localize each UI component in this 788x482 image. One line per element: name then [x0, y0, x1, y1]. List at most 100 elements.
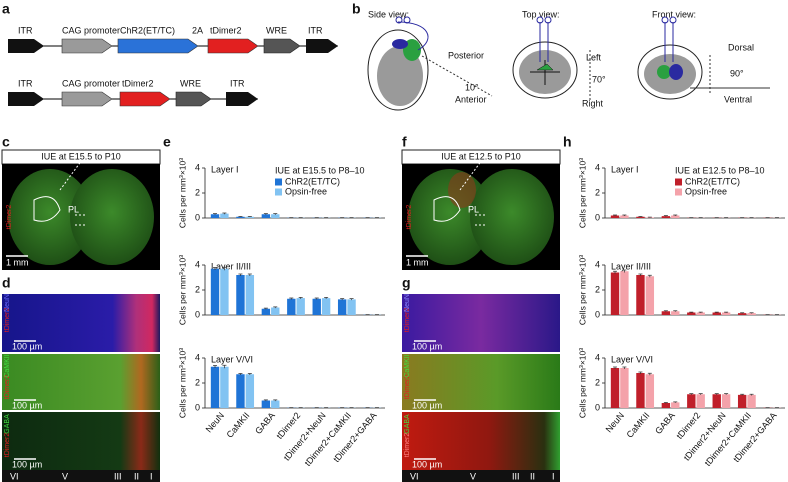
bar	[721, 394, 731, 408]
layer-bar	[402, 470, 560, 482]
bar	[645, 374, 655, 408]
bar	[220, 213, 229, 218]
panel-letter: a	[2, 1, 10, 17]
midline	[530, 60, 560, 85]
view-label: Left	[586, 52, 602, 62]
bar	[271, 400, 280, 408]
panel-a: a ITR CAG promoter ChR2(ET/TC) 2A tDimer…	[2, 1, 338, 107]
y-tick-label: 4	[195, 162, 200, 172]
bar	[747, 394, 756, 408]
bar	[696, 394, 705, 408]
header: IUE at E12.5 to P10	[441, 151, 521, 161]
bar	[287, 298, 296, 315]
bar	[610, 215, 620, 218]
bar	[636, 373, 645, 408]
bar	[245, 216, 255, 218]
y-axis-label: Cells per mm³×10³	[177, 158, 187, 228]
error-bar	[222, 266, 227, 271]
legend-swatch	[675, 178, 682, 186]
itr-arrow	[226, 92, 258, 106]
y-tick-label: 0	[595, 402, 600, 412]
bar	[687, 394, 696, 408]
image-strip	[402, 412, 560, 470]
tdimer-arrow	[119, 91, 171, 107]
bar	[236, 216, 245, 218]
error-bar	[740, 393, 745, 396]
bar	[620, 368, 629, 408]
electrode	[544, 16, 552, 24]
y-tick-label: 2	[595, 187, 600, 197]
electrode	[395, 16, 403, 24]
tissue	[8, 169, 92, 265]
tdimer-arrow	[207, 38, 259, 54]
error-bar	[613, 214, 618, 216]
panel-b: b Side view: Posterior 10° Anterior Top …	[352, 1, 770, 111]
bar	[620, 215, 629, 218]
view-label: 90°	[730, 68, 744, 78]
bar	[236, 275, 245, 315]
bar	[636, 275, 645, 315]
error-bar	[638, 371, 643, 374]
layer-label: V	[470, 471, 476, 481]
electrode	[661, 16, 669, 24]
view-label: Ventral	[724, 94, 752, 104]
error-bar	[622, 269, 627, 273]
bar	[337, 299, 347, 315]
wire	[539, 22, 549, 62]
view-label: 10°	[465, 82, 479, 92]
outline	[433, 196, 461, 222]
angle-line	[421, 55, 493, 97]
region	[536, 63, 554, 71]
error-bar	[622, 214, 627, 216]
bar	[645, 217, 655, 218]
scale-label: 100 µm	[12, 459, 42, 469]
bar	[321, 298, 331, 315]
layer-bar	[2, 470, 160, 482]
bar	[671, 402, 680, 408]
promoter-arrow	[61, 38, 113, 54]
error-bar	[749, 312, 754, 314]
part-label: ITR	[230, 78, 245, 88]
y-tick-label: 0	[595, 309, 600, 319]
y-axis-label: Cells per mm³×10³	[577, 348, 587, 418]
facet-title: Layer V/VI	[211, 354, 253, 364]
bar	[747, 313, 756, 315]
marker-label: GABA	[404, 414, 411, 434]
panel-letter: c	[2, 134, 10, 150]
bar	[620, 271, 629, 315]
error-bar	[213, 365, 218, 368]
error-bar	[647, 216, 652, 218]
x-tick-label: CaMKII	[225, 410, 252, 439]
brain	[377, 46, 423, 106]
view-title: Side view:	[368, 9, 409, 19]
layer-label: VI	[10, 471, 19, 481]
error-bar	[724, 393, 729, 395]
view-label: Posterior	[448, 50, 484, 60]
x-tick-label: CaMKII	[625, 410, 652, 439]
y-tick-label: 0	[195, 402, 200, 412]
region	[657, 65, 671, 79]
outline	[459, 159, 485, 226]
region-label: PL	[68, 204, 79, 214]
bar	[210, 268, 220, 315]
scale-label: 100 µm	[412, 400, 442, 410]
error-bar	[340, 298, 345, 301]
panel-c: c IUE at E15.5 to P10 PL tDimer2 1 mm	[1, 134, 161, 270]
error-bar	[263, 307, 268, 310]
error-bar	[749, 393, 754, 396]
panel-letter: g	[402, 275, 411, 291]
image-strip	[2, 294, 160, 352]
error-bar	[273, 306, 278, 309]
legend-label: Opsin-free	[685, 186, 727, 196]
bar-chart: h 0 2 4 Cells per mm³×10³ Layer I IUE at E12.5…	[563, 134, 785, 468]
bar	[721, 312, 731, 315]
error-bar	[273, 399, 278, 402]
scale-label: 100 µm	[412, 459, 442, 469]
error-bar	[663, 402, 668, 404]
error-bar	[673, 401, 678, 403]
y-axis-label: Cells per mm³×10³	[577, 255, 587, 325]
layer-label: I	[552, 471, 555, 481]
bar	[296, 298, 305, 315]
error-bar	[213, 213, 218, 215]
bar	[737, 313, 747, 315]
